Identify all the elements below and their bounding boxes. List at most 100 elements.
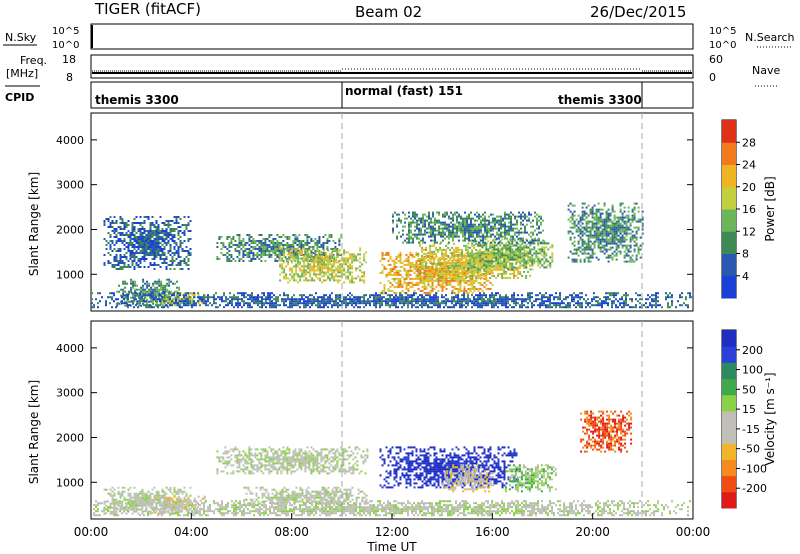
echo-cell (607, 216, 610, 219)
echo-cell (143, 236, 146, 238)
echo-cell (469, 256, 472, 259)
echo-cell (434, 219, 436, 222)
echo-cell (125, 252, 128, 254)
echo-cell (161, 302, 164, 305)
echo-cell (242, 244, 245, 246)
echo-cell (91, 292, 93, 295)
echo-cell (155, 296, 157, 299)
echo-cell (153, 224, 156, 226)
echo-cell (115, 230, 118, 232)
echo-cell (156, 294, 159, 297)
echo-cell (143, 244, 146, 246)
echo-cell (581, 230, 584, 233)
echo-cell (177, 256, 180, 258)
echo-cell (290, 260, 293, 262)
echo-cell (334, 250, 337, 252)
echo-cell (187, 296, 190, 299)
echo-cell (615, 232, 618, 235)
echo-cell (144, 282, 147, 285)
echo-cell (603, 204, 606, 207)
echo-cell (429, 285, 432, 288)
echo-cell (164, 292, 167, 295)
echo-cell (337, 279, 340, 282)
echo-cell (425, 262, 428, 265)
echo-cell (462, 229, 464, 232)
echo-cell (422, 221, 424, 224)
echo-cell (273, 304, 275, 307)
echo-cell (295, 279, 298, 282)
echo-cell (303, 302, 305, 305)
echo-cell (280, 242, 283, 244)
echo-cell (318, 242, 321, 244)
echo-cell (623, 256, 626, 259)
echo-cell (167, 220, 170, 222)
echo-cell (125, 294, 127, 297)
echo-cell (459, 283, 462, 286)
echo-cell (105, 300, 107, 303)
echo-cell (471, 283, 474, 286)
echo-cell (464, 231, 466, 234)
echo-cell (589, 210, 592, 213)
echo-cell (297, 251, 300, 254)
echo-cell (118, 302, 121, 305)
echo-cell (453, 268, 456, 271)
echo-cell (349, 273, 352, 276)
echo-cell (151, 250, 154, 252)
echo-cell (607, 238, 610, 241)
echo-cell (177, 238, 180, 240)
echo-cell (631, 258, 634, 261)
echo-cell (156, 292, 159, 295)
echo-cell (448, 241, 450, 244)
echo-cell (151, 236, 154, 238)
echo-cell (467, 258, 470, 261)
echo-cell (317, 273, 320, 276)
echo-cell (321, 263, 324, 266)
echo-cell (445, 275, 448, 278)
echo-cell (513, 276, 516, 279)
echo-cell (406, 233, 408, 236)
echo-cell (141, 244, 144, 246)
echo-cell (431, 283, 434, 286)
echo-cell (285, 273, 288, 276)
echo-cell (443, 271, 446, 274)
echo-cell (241, 306, 243, 309)
echo-cell (428, 235, 430, 238)
echo-cell (169, 228, 172, 230)
echo-cell (379, 259, 382, 262)
echo-cell (432, 215, 434, 218)
echo-cell (605, 222, 608, 225)
echo-cell (158, 282, 161, 285)
echo-cell (424, 213, 426, 216)
echo-cell (470, 221, 472, 224)
echo-cell (304, 242, 307, 244)
echo-cell (404, 217, 406, 220)
echo-cell (419, 244, 422, 247)
echo-cell (131, 234, 134, 236)
power-echoes (91, 202, 693, 309)
echo-cell (520, 217, 522, 220)
echo-cell (494, 235, 496, 238)
echo-cell (315, 269, 318, 272)
echo-cell (471, 266, 474, 269)
echo-cell (475, 242, 478, 245)
echo-cell (209, 302, 211, 305)
echo-cell (325, 302, 327, 305)
echo-cell (475, 270, 478, 273)
echo-cell (526, 231, 528, 234)
echo-cell (201, 302, 204, 305)
echo-cell (392, 215, 394, 218)
echo-cell (474, 225, 476, 228)
echo-cell (268, 254, 271, 256)
echo-cell (407, 257, 410, 260)
station-title: TIGER (fitACF) (94, 0, 201, 18)
echo-cell (534, 215, 536, 218)
echo-cell (117, 250, 120, 252)
echo-cell (268, 234, 271, 236)
echo-cell (403, 269, 406, 272)
echo-cell (442, 229, 444, 232)
echo-cell (433, 258, 436, 261)
echo-cell (511, 248, 514, 251)
echo-cell (418, 219, 420, 222)
echo-cell (533, 262, 536, 265)
echo-cell (177, 264, 180, 266)
